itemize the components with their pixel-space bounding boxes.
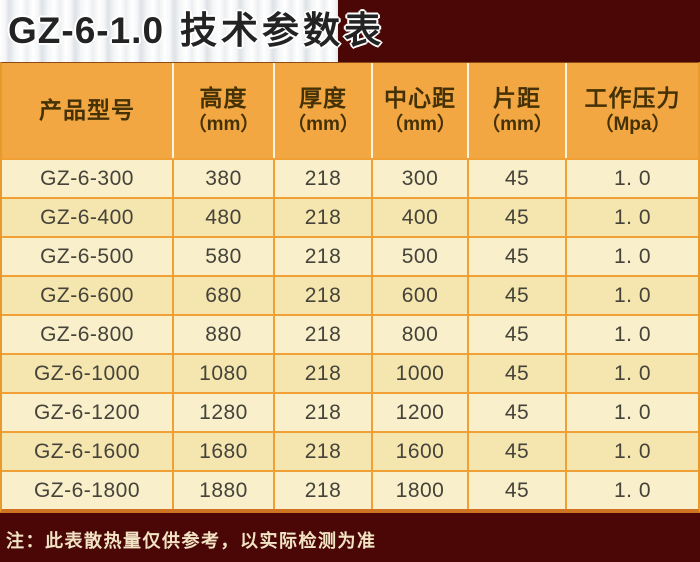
cell-model: GZ-6-300 xyxy=(40,166,134,190)
col-header-label: 中心距 xyxy=(384,85,456,111)
cell-model: GZ-6-1200 xyxy=(33,400,141,424)
cell-center-distance: 1600 xyxy=(371,433,467,470)
cell-thickness: 218 xyxy=(273,472,371,509)
cell-height: 480 xyxy=(172,199,273,236)
cell-thickness: 218 xyxy=(273,160,371,197)
cell-working-pressure: 1. 0 xyxy=(565,160,698,197)
col-header-thickness: 厚度 （mm） xyxy=(273,63,371,158)
cell-center-distance: 1200 xyxy=(371,394,467,431)
cell-height: 880 xyxy=(172,316,273,353)
cell-fin-spacing: 45 xyxy=(467,355,565,392)
cell-height: 1680 xyxy=(172,433,273,470)
col-header-unit: （mm） xyxy=(384,114,456,135)
col-header-center-distance: 中心距 （mm） xyxy=(371,63,467,158)
page-title: GZ-6-1.0 技术参数表 xyxy=(8,2,385,60)
page-title-model: GZ-6-1.0 xyxy=(8,10,165,51)
col-header-product-model: 产品型号 xyxy=(2,63,172,158)
cell-thickness: 218 xyxy=(273,355,371,392)
cell-center-distance: 1800 xyxy=(371,472,467,509)
cell-height: 680 xyxy=(172,277,273,314)
cell-model: GZ-6-1600 xyxy=(33,439,141,463)
col-header-label: 高度 xyxy=(199,85,248,111)
cell-thickness: 218 xyxy=(273,238,371,275)
cell-model: GZ-6-600 xyxy=(40,283,134,307)
cell-thickness: 218 xyxy=(273,277,371,314)
footnote: 注：此表散热量仅供参考，以实际检测为准 xyxy=(6,531,377,551)
table-row: GZ-6-300 380 218 300 45 1. 0 xyxy=(2,158,698,197)
cell-fin-spacing: 45 xyxy=(467,316,565,353)
cell-center-distance: 600 xyxy=(371,277,467,314)
col-header-label: 片距 xyxy=(493,85,541,111)
cell-height: 580 xyxy=(172,238,273,275)
cell-working-pressure: 1. 0 xyxy=(565,277,698,314)
cell-working-pressure: 1. 0 xyxy=(565,472,698,509)
table-row: GZ-6-400 480 218 400 45 1. 0 xyxy=(2,197,698,236)
cell-model: GZ-6-1800 xyxy=(33,478,141,502)
col-header-label: 厚度 xyxy=(299,85,347,111)
cell-center-distance: 500 xyxy=(371,238,467,275)
cell-working-pressure: 1. 0 xyxy=(565,394,698,431)
cell-thickness: 218 xyxy=(273,199,371,236)
col-header-label: 产品型号 xyxy=(39,97,135,123)
cell-height: 1280 xyxy=(172,394,273,431)
cell-fin-spacing: 45 xyxy=(467,472,565,509)
col-header-unit: （mm） xyxy=(287,114,359,135)
col-header-unit: （Mpa） xyxy=(594,114,671,135)
cell-fin-spacing: 45 xyxy=(467,433,565,470)
cell-height: 1880 xyxy=(172,472,273,509)
table-row: GZ-6-500 580 218 500 45 1. 0 xyxy=(2,236,698,275)
table-row: GZ-6-1000 1080 218 1000 45 1. 0 xyxy=(2,353,698,392)
cell-model: GZ-6-1000 xyxy=(33,361,141,385)
cell-model: GZ-6-500 xyxy=(40,244,134,268)
cell-thickness: 218 xyxy=(273,433,371,470)
cell-fin-spacing: 45 xyxy=(467,277,565,314)
table-row: GZ-6-600 680 218 600 45 1. 0 xyxy=(2,275,698,314)
cell-working-pressure: 1. 0 xyxy=(565,433,698,470)
col-header-height: 高度 （mm） xyxy=(172,63,273,158)
radiator-photo-background xyxy=(0,0,338,62)
table-row: GZ-6-800 880 218 800 45 1. 0 xyxy=(2,314,698,353)
col-header-fin-spacing: 片距 （mm） xyxy=(467,63,565,158)
cell-thickness: 218 xyxy=(273,316,371,353)
cell-fin-spacing: 45 xyxy=(467,394,565,431)
col-header-unit: （mm） xyxy=(481,114,553,135)
cell-working-pressure: 1. 0 xyxy=(565,238,698,275)
cell-working-pressure: 1. 0 xyxy=(565,199,698,236)
col-header-unit: （mm） xyxy=(187,114,260,135)
cell-model: GZ-6-800 xyxy=(40,322,134,346)
cell-center-distance: 800 xyxy=(371,316,467,353)
cell-model: GZ-6-400 xyxy=(40,205,134,229)
cell-thickness: 218 xyxy=(273,394,371,431)
cell-fin-spacing: 45 xyxy=(467,199,565,236)
table-row: GZ-6-1200 1280 218 1200 45 1. 0 xyxy=(2,392,698,431)
col-header-label: 工作压力 xyxy=(584,85,681,111)
cell-center-distance: 1000 xyxy=(371,355,467,392)
cell-height: 1080 xyxy=(172,355,273,392)
cell-center-distance: 400 xyxy=(371,199,467,236)
col-header-working-pressure: 工作压力 （Mpa） xyxy=(565,63,698,158)
cell-fin-spacing: 45 xyxy=(467,160,565,197)
spec-table: 产品型号 高度 （mm） 厚度 （mm） 中心距 （mm） 片距 （mm） 工作… xyxy=(0,62,700,513)
table-row: GZ-6-1600 1680 218 1600 45 1. 0 xyxy=(2,431,698,470)
cell-working-pressure: 1. 0 xyxy=(565,355,698,392)
table-body: GZ-6-300 380 218 300 45 1. 0 GZ-6-400 48… xyxy=(2,158,698,509)
page-title-suffix: 技术参数表 xyxy=(180,10,386,51)
table-header-row: 产品型号 高度 （mm） 厚度 （mm） 中心距 （mm） 片距 （mm） 工作… xyxy=(2,63,698,158)
cell-fin-spacing: 45 xyxy=(467,238,565,275)
table-row: GZ-6-1800 1880 218 1800 45 1. 0 xyxy=(2,470,698,509)
cell-working-pressure: 1. 0 xyxy=(565,316,698,353)
cell-height: 380 xyxy=(172,160,273,197)
cell-center-distance: 300 xyxy=(371,160,467,197)
